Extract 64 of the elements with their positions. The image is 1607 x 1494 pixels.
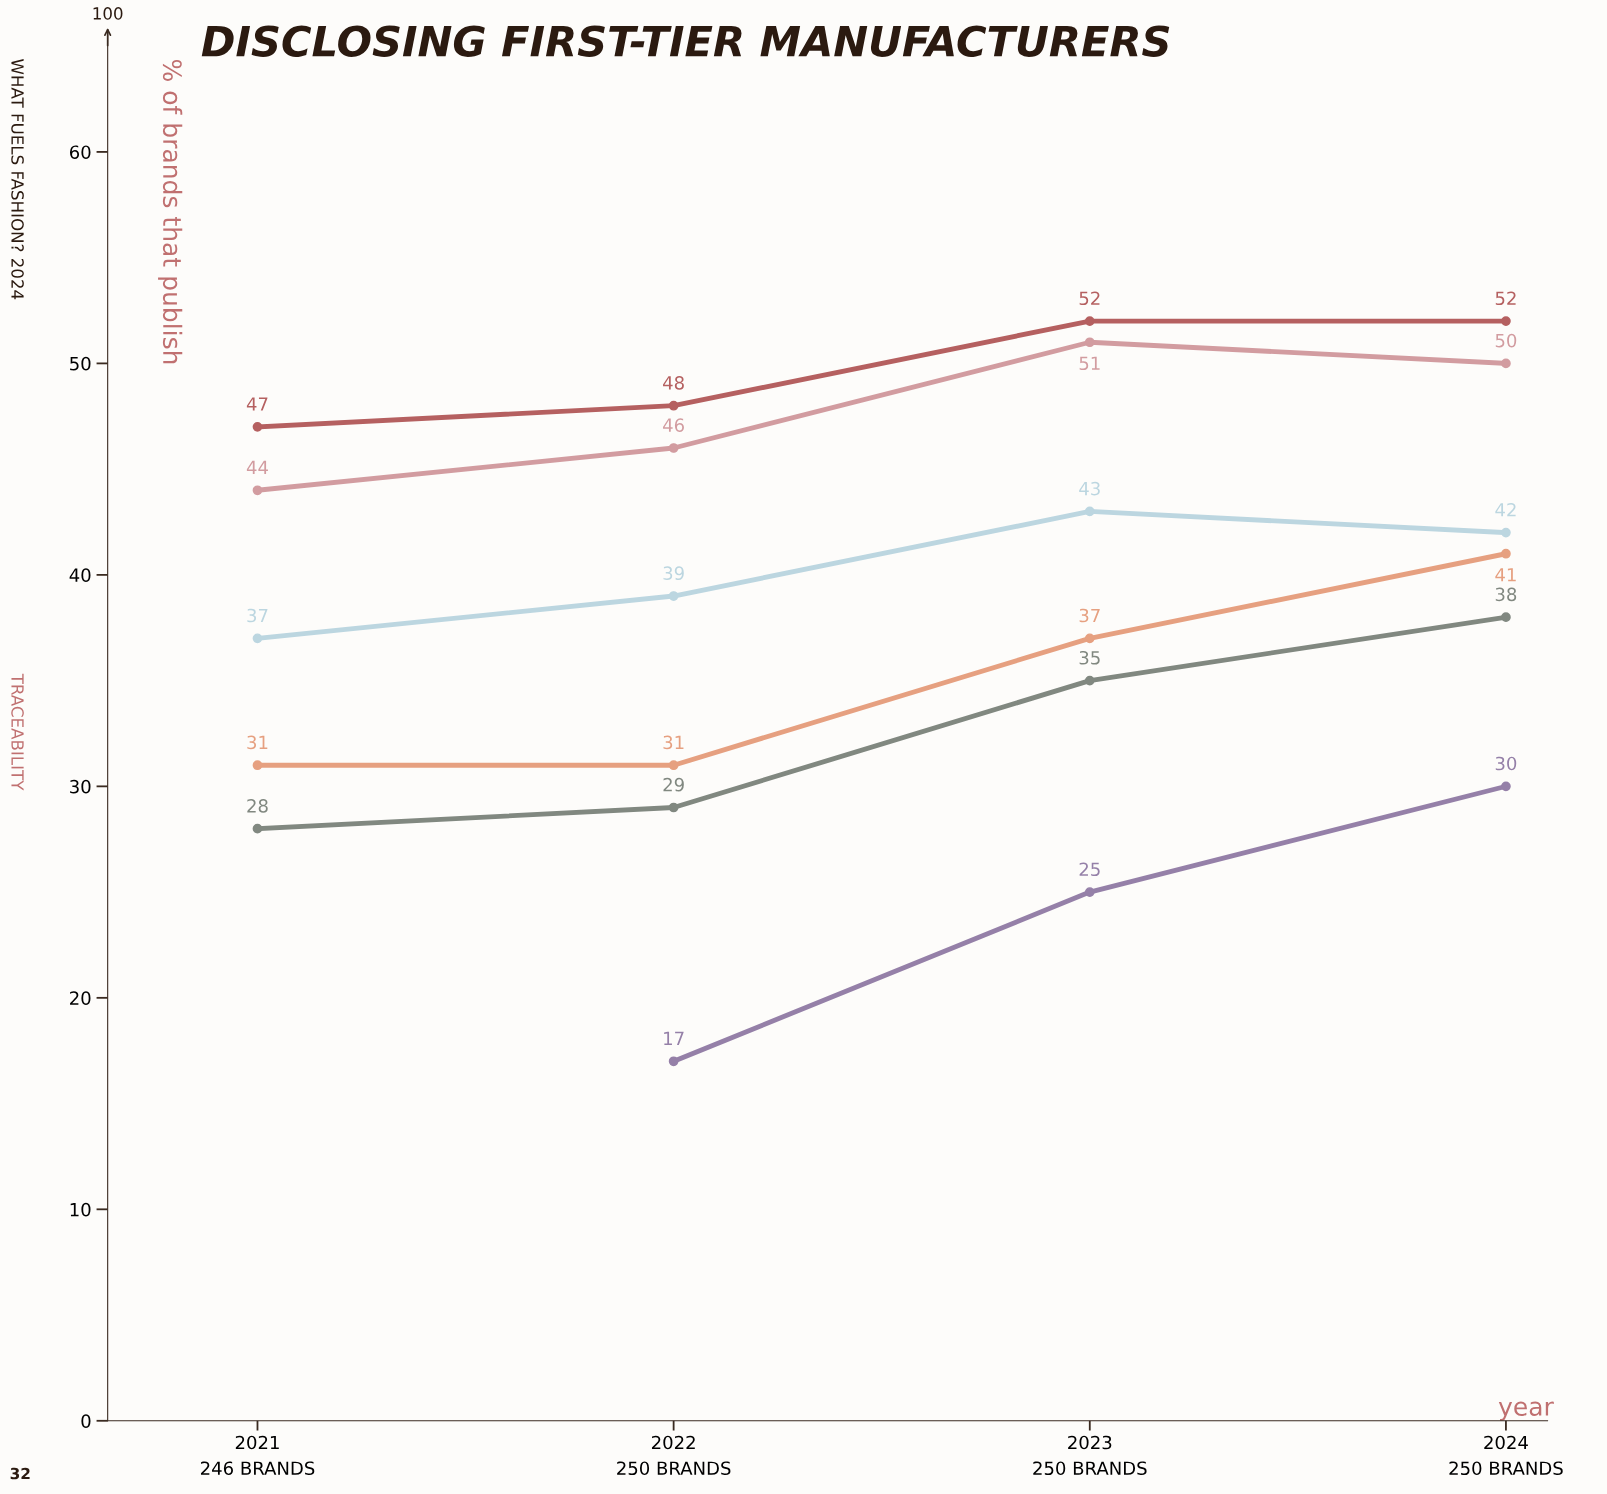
- data-label: 50: [1495, 333, 1517, 348]
- point: [668, 760, 679, 771]
- y-tick-label: 10: [70, 1202, 91, 1217]
- data-label: 37: [247, 608, 268, 623]
- x-axis-title: year: [1498, 1401, 1554, 1421]
- text: WHAT FUELS FASHION? 2024: [11, 58, 24, 300]
- y-tick-label: 60: [69, 145, 91, 160]
- data-label: 29: [663, 777, 684, 792]
- point: [1501, 612, 1511, 623]
- point: [668, 591, 679, 601]
- point: [668, 400, 679, 411]
- point: [1084, 337, 1095, 348]
- y-tick-label: 50: [70, 356, 91, 371]
- y-tick-label: 30: [70, 779, 91, 794]
- data-label: 47: [246, 397, 268, 411]
- text: 32: [10, 1467, 30, 1480]
- point: [1501, 548, 1511, 559]
- point: [1501, 358, 1511, 369]
- data-label: 35: [1079, 650, 1100, 665]
- point: [1084, 506, 1095, 517]
- data-label: 25: [1079, 862, 1100, 877]
- x-tick-label: 2022 250 BRANDS: [617, 1435, 731, 1476]
- data-label: 31: [663, 735, 684, 750]
- point: [252, 760, 263, 771]
- data-label: 39: [663, 566, 684, 581]
- data-label: 52: [1079, 291, 1100, 306]
- point: [668, 1056, 679, 1067]
- data-label: 52: [1495, 291, 1516, 306]
- point: [252, 633, 263, 644]
- chart-title: DISCLOSING FIRST-TIER MANUFACTURERS: [201, 25, 1170, 57]
- data-label: 42: [1495, 502, 1516, 517]
- data-label: 51: [1079, 356, 1100, 371]
- data-label: 38: [1495, 587, 1517, 602]
- text: TRACEABILITY: [11, 673, 24, 791]
- x-tick-label: 2021 246 BRANDS: [200, 1435, 315, 1476]
- data-label: 46: [663, 418, 684, 432]
- x-tick-label: 2024 250 BRANDS: [1449, 1435, 1563, 1476]
- data-label: 17: [664, 1031, 684, 1046]
- data-label: 28: [247, 799, 268, 813]
- point: [1084, 675, 1095, 686]
- text: 100: [93, 7, 123, 20]
- data-label: 37: [1079, 608, 1100, 623]
- y-tick-label: 20: [70, 991, 91, 1005]
- point: [1084, 887, 1095, 897]
- data-label: 31: [247, 735, 268, 750]
- point: [1501, 316, 1511, 326]
- y-tick-label: 0: [81, 1414, 91, 1428]
- point: [1501, 527, 1511, 538]
- x-tick-label: 2023 250 BRANDS: [1033, 1435, 1147, 1476]
- data-label: 48: [663, 376, 684, 390]
- data-label: 41: [1495, 568, 1516, 582]
- y-tick-label: 40: [69, 568, 91, 582]
- point: [1084, 633, 1095, 644]
- data-label: 44: [246, 460, 268, 475]
- data-label: 30: [1495, 756, 1517, 771]
- point: [252, 421, 263, 432]
- point: [1084, 316, 1095, 326]
- point: [668, 802, 679, 813]
- point: [668, 443, 679, 453]
- data-label: 43: [1079, 481, 1100, 496]
- point: [1501, 781, 1511, 792]
- y-axis-title: % of brands that publish: [158, 59, 183, 364]
- point: [252, 485, 263, 496]
- point: [252, 823, 263, 834]
